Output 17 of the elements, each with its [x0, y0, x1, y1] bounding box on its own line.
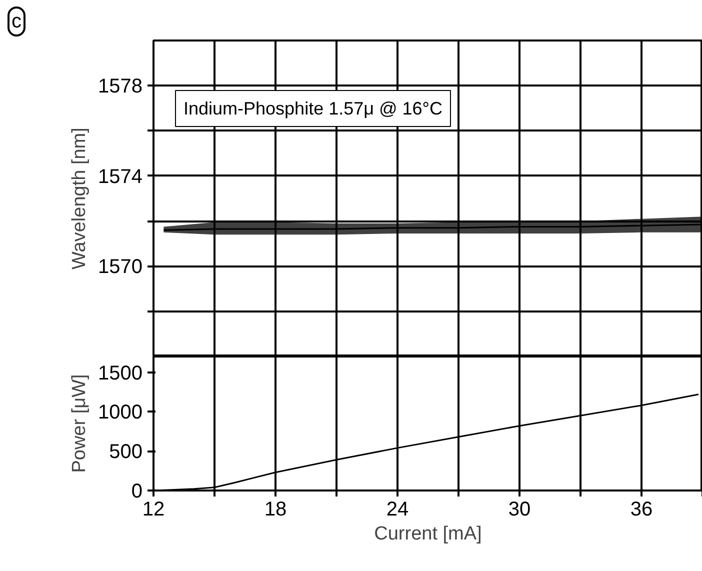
y-tick-label: 1574: [98, 166, 143, 188]
x-tick-label: 36: [630, 498, 653, 520]
x-tick-label: 30: [508, 498, 531, 520]
y-tick-label: 0: [131, 480, 142, 502]
y-tick-label: 1570: [98, 256, 143, 278]
annotation: Indium-Phosphite 1.57μ @ 16°C: [184, 98, 442, 118]
y-axis-title: Wavelength [nm]: [69, 128, 90, 270]
x-tick-label: 18: [264, 498, 287, 520]
y-tick-label: 1500: [98, 362, 143, 384]
y-axis-title: Power [μW]: [69, 374, 90, 473]
x-tick-label: 24: [386, 498, 409, 520]
x-axis-title: Current [mA]: [374, 524, 482, 544]
text: c: [12, 10, 22, 32]
y-tick-label: 1578: [98, 76, 143, 98]
y-tick-label: 500: [109, 441, 143, 464]
x-tick-label: 12: [142, 498, 165, 520]
y-tick-label: 1000: [98, 402, 143, 424]
